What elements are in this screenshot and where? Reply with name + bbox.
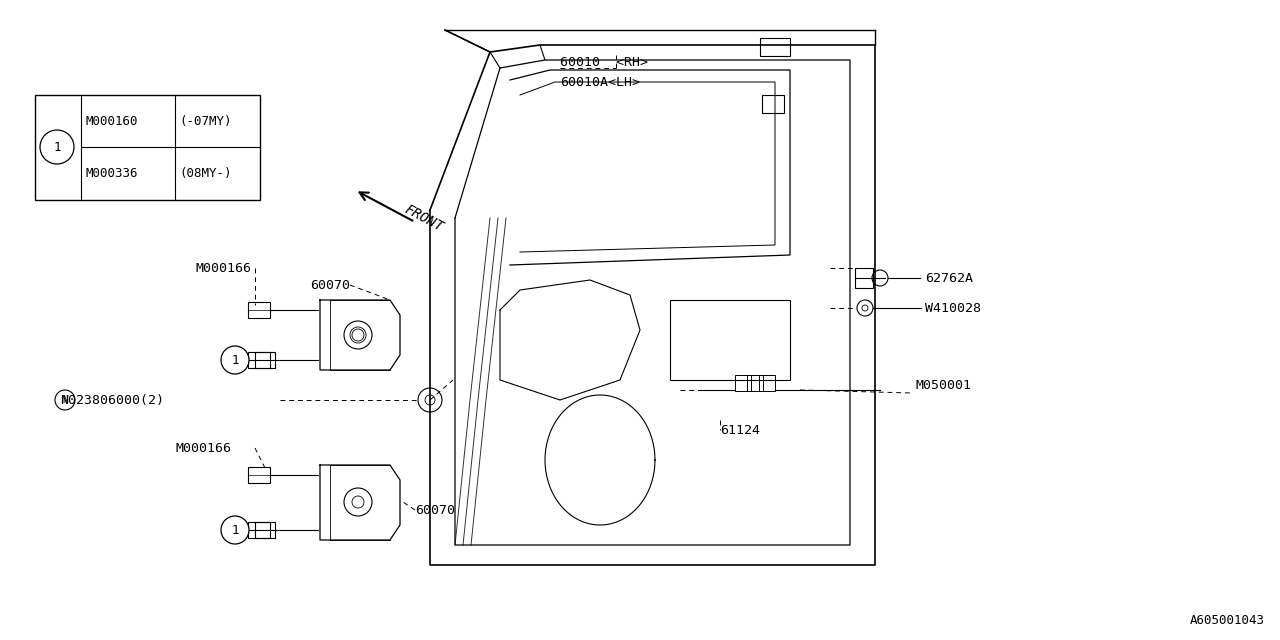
Bar [255,522,275,538]
Text: 60070: 60070 [415,504,454,516]
Text: 61124: 61124 [721,424,760,436]
Bar [855,268,873,288]
Bar [248,522,270,538]
Bar [669,300,790,380]
Text: A605001043: A605001043 [1190,614,1265,627]
Text: 60010A<LH>: 60010A<LH> [561,76,640,88]
Text: M050001: M050001 [915,378,972,392]
Circle shape [221,516,250,544]
Text: 60070: 60070 [310,278,349,291]
Text: M000166: M000166 [175,442,230,454]
Circle shape [40,130,74,164]
Text: M000336: M000336 [84,166,137,179]
Bar [759,375,774,391]
Bar [35,95,260,200]
Text: N023806000(2): N023806000(2) [60,394,164,406]
Bar [248,467,270,483]
Bar [735,375,751,391]
Text: 1: 1 [232,524,239,536]
Text: (08MY-): (08MY-) [179,166,232,179]
Text: 1: 1 [54,141,60,154]
Text: M000166: M000166 [195,262,251,275]
Bar [748,375,763,391]
Text: (-07MY): (-07MY) [179,115,232,127]
Bar [255,352,275,368]
Bar [762,95,785,113]
Circle shape [221,346,250,374]
Bar [248,352,270,368]
Text: 1: 1 [232,353,239,367]
Text: 60010  <RH>: 60010 <RH> [561,56,648,68]
Text: M000160: M000160 [84,115,137,127]
Text: W410028: W410028 [925,301,980,314]
Text: FRONT: FRONT [402,202,445,234]
Text: N: N [61,395,68,405]
Bar [760,38,790,56]
Text: 62762A: 62762A [925,271,973,285]
Bar [248,302,270,318]
